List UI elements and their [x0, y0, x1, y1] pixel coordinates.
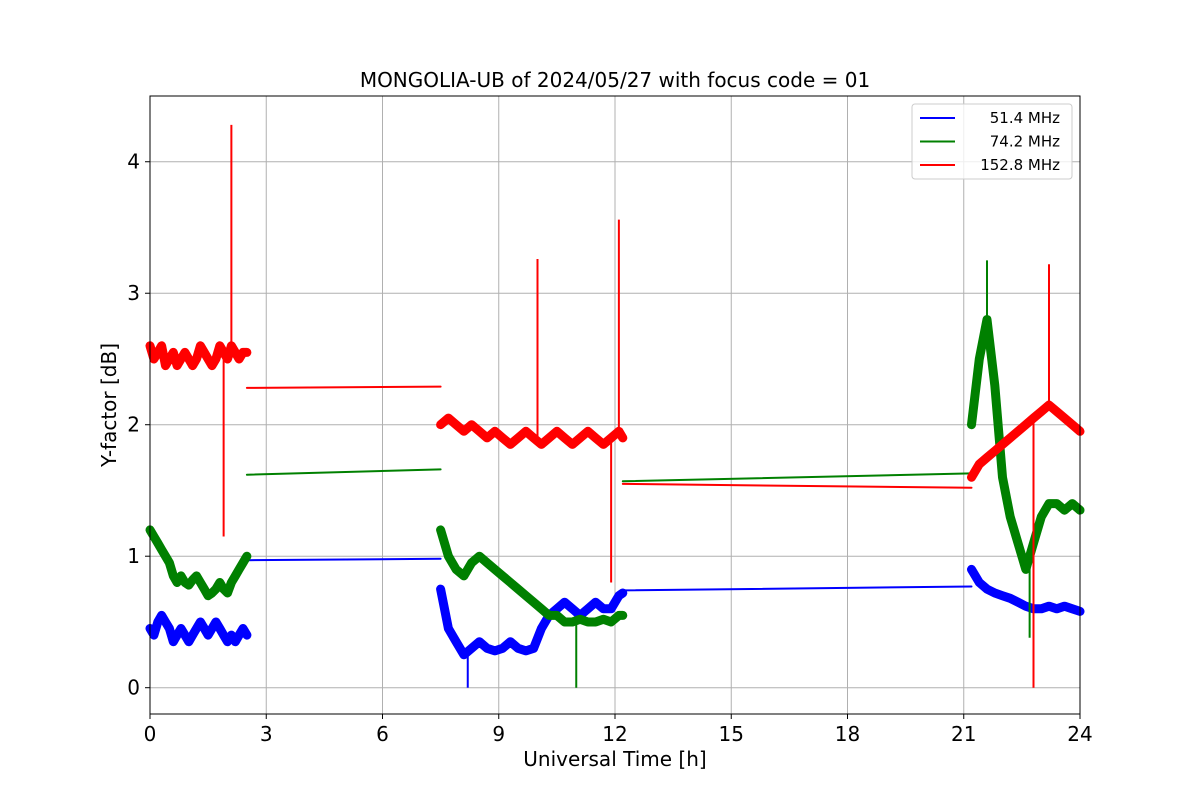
y-tick-label: 0	[127, 676, 140, 700]
series-line	[436, 525, 628, 627]
legend-label: 152.8 MHz	[980, 156, 1060, 174]
x-tick-label: 0	[144, 722, 157, 746]
series-152-8-mhz	[145, 341, 1085, 489]
series-line	[967, 564, 1085, 616]
series-line	[621, 472, 973, 483]
series-line	[245, 557, 442, 562]
series-line	[621, 585, 973, 592]
y-tick-label: 3	[127, 281, 140, 305]
series-line	[145, 525, 252, 601]
y-axis-label: Y-factor [dB]	[97, 343, 121, 468]
series-line	[436, 413, 628, 449]
x-tick-label: 12	[602, 722, 627, 746]
series-line	[245, 468, 442, 476]
series-line	[621, 482, 973, 489]
series-line	[436, 584, 628, 660]
series-74-2-mhz	[145, 315, 1085, 627]
chart-title: MONGOLIA-UB of 2024/05/27 with focus cod…	[360, 68, 870, 92]
y-tick-label: 1	[127, 544, 140, 568]
y-tick-label: 4	[127, 150, 140, 174]
x-tick-label: 24	[1067, 722, 1092, 746]
x-tick-label: 9	[492, 722, 505, 746]
y-axis: 0 1 2 3 4	[127, 150, 150, 700]
x-axis: 0 3 6 9 12 15 18 21 24	[144, 714, 1093, 746]
series-line	[145, 341, 252, 371]
legend-label: 74.2 MHz	[990, 133, 1060, 151]
series-line	[967, 400, 1085, 482]
x-axis-label: Universal Time [h]	[523, 747, 706, 771]
legend-label: 51.4 MHz	[990, 109, 1060, 127]
x-tick-label: 3	[260, 722, 273, 746]
legend: 51.4 MHz 74.2 MHz 152.8 MHz	[911, 103, 1073, 180]
x-tick-label: 15	[719, 722, 744, 746]
series-line	[245, 385, 442, 389]
x-tick-label: 21	[951, 722, 976, 746]
plot-series	[145, 124, 1085, 688]
y-tick-label: 2	[127, 413, 140, 437]
x-tick-label: 18	[835, 722, 860, 746]
x-tick-label: 6	[376, 722, 389, 746]
series-51-4-mhz	[145, 557, 1085, 660]
legend-box	[911, 103, 1073, 180]
series-line	[145, 610, 252, 647]
series-line	[967, 315, 1085, 574]
